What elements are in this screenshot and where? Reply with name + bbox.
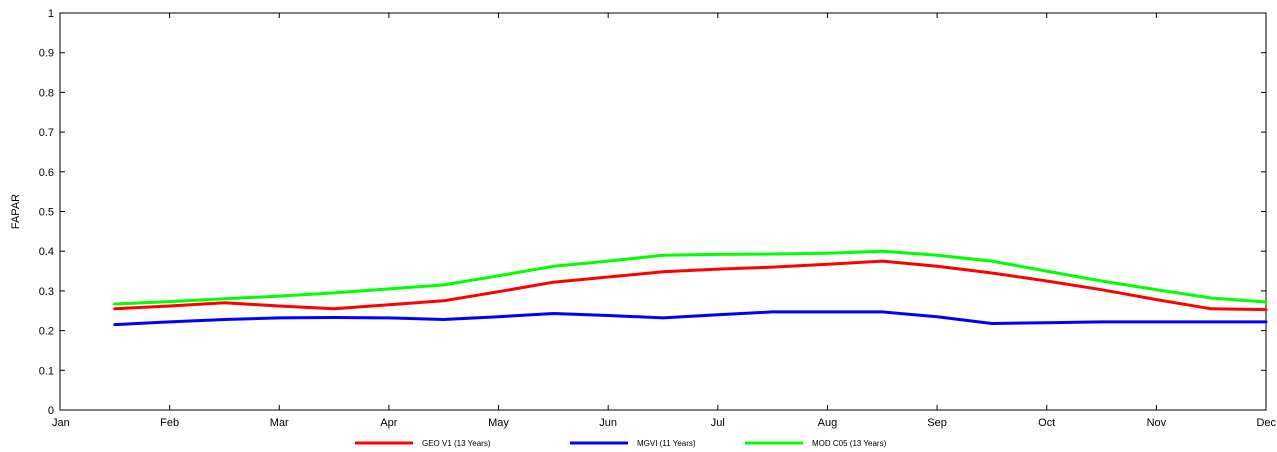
x-tick-label: Jan	[52, 417, 70, 429]
y-tick-label: 0.3	[39, 286, 54, 298]
series-line-1	[113, 259, 1268, 312]
y-axis: 0 0.1 0.2 0.3 0.4 0.5 0.6 0.7 0.8 0.9 1	[39, 8, 1266, 417]
x-tick-label: Nov	[1147, 417, 1167, 429]
x-tick-label: Jul	[711, 417, 725, 429]
series-line-3	[113, 249, 1268, 306]
x-tick-label: Dec	[1256, 417, 1276, 429]
plot-area	[59, 12, 1267, 411]
y-tick-label: 0.1	[39, 365, 54, 377]
y-tick-label: 1	[48, 8, 54, 20]
x-tick-label: Oct	[1038, 417, 1055, 429]
x-tick-label: May	[488, 417, 509, 429]
legend-label: MGVI (11 Years)	[637, 439, 696, 448]
x-tick-label: Jun	[599, 417, 617, 429]
y-tick-label: 0.8	[39, 87, 54, 99]
x-axis: Jan Feb Mar Apr May Jun Jul Aug Sep Oct Nov Dec	[52, 13, 1276, 429]
x-tick-label: Sep	[927, 417, 947, 429]
series-line-2	[113, 310, 1268, 327]
y-tick-label: 0.2	[39, 326, 54, 338]
y-tick-label: 0.6	[39, 167, 54, 179]
y-tick-label: 0.7	[39, 127, 54, 139]
series-lines	[113, 249, 1268, 327]
x-tick-label: Feb	[160, 417, 179, 429]
legend: GEO V1 (13 Years) MGVI (11 Years) MOD C05 …	[355, 439, 887, 448]
legend-label: GEO V1 (13 Years)	[422, 439, 491, 448]
x-tick-label: Apr	[380, 417, 397, 429]
x-tick-label: Mar	[270, 417, 289, 429]
x-tick-label: Aug	[818, 417, 838, 429]
y-tick-label: 0	[48, 405, 54, 417]
y-tick-label: 0.4	[39, 246, 54, 258]
plot-frame	[59, 12, 1267, 411]
y-tick-label: 0.5	[39, 207, 54, 219]
y-axis-title: FAPAR	[10, 194, 22, 229]
legend-label: MOD C05 (13 Years)	[812, 439, 887, 448]
y-tick-label: 0.9	[39, 48, 54, 60]
